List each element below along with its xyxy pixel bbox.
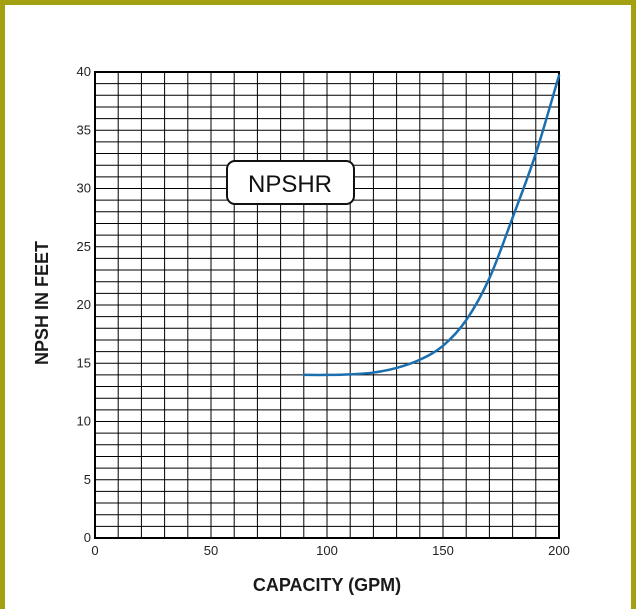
tick-labels: 0 50 100 150 200 0 5 10 15 20 25 30 35 40: [77, 64, 570, 558]
y-tick-label: 5: [84, 472, 91, 487]
y-tick-label: 25: [77, 239, 91, 254]
grid: [94, 71, 560, 539]
x-tick-label: 200: [548, 543, 570, 558]
annotation-label: NPSHR: [248, 171, 332, 198]
x-tick-label: 0: [91, 543, 98, 558]
y-tick-label: 10: [77, 414, 91, 429]
y-axis-title: NPSH IN FEET: [32, 241, 52, 365]
x-tick-label: 50: [204, 543, 218, 558]
y-tick-label: 20: [77, 297, 91, 312]
y-tick-label: 0: [84, 530, 91, 545]
y-tick-label: 35: [77, 122, 91, 137]
y-tick-label: 40: [77, 64, 91, 79]
npshr-annotation: NPSHR: [226, 160, 355, 205]
x-tick-label: 150: [432, 543, 454, 558]
y-tick-label: 15: [77, 355, 91, 370]
curve-layer: [302, 74, 561, 377]
x-tick-label: 100: [316, 543, 338, 558]
annotation-box: [226, 160, 355, 205]
npshr-curve: [302, 74, 561, 377]
plot-border: [94, 71, 560, 539]
x-axis-title: CAPACITY (GPM): [253, 575, 401, 595]
y-tick-label: 30: [77, 181, 91, 196]
